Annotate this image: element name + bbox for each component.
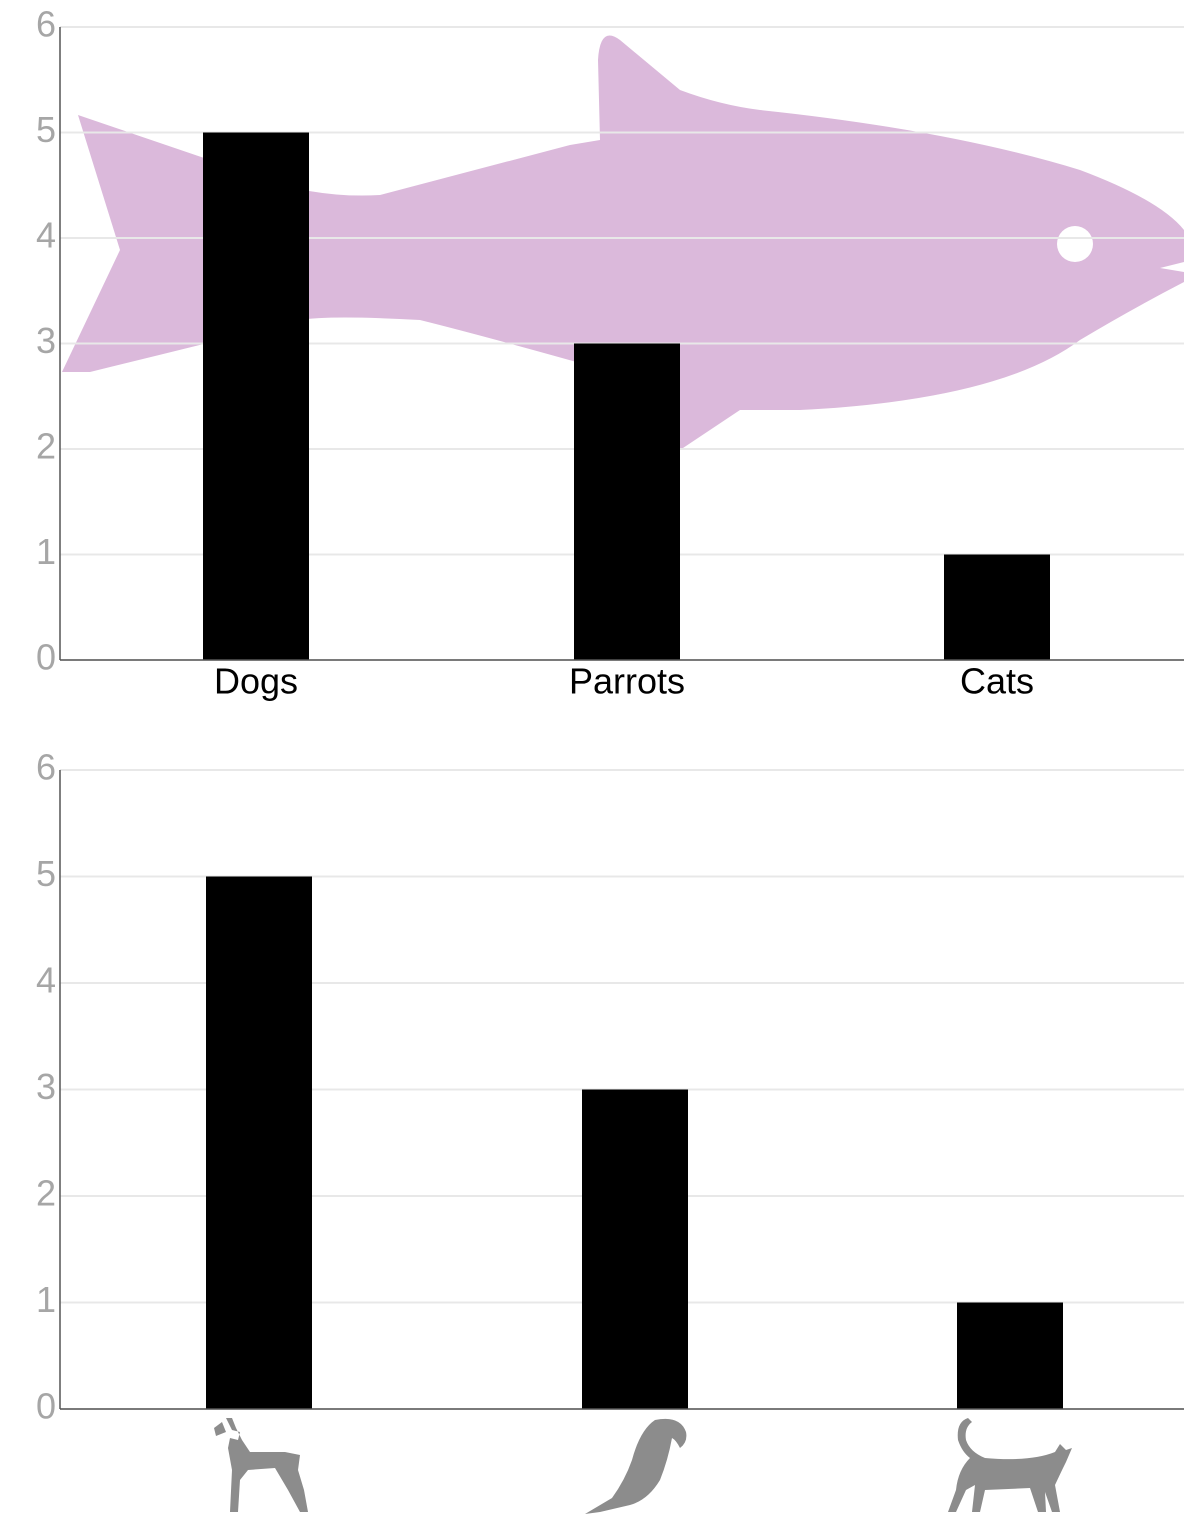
animal-icons [214,1418,1072,1514]
parrot-icon [585,1418,687,1514]
bar [944,554,1050,660]
y-tick-label: 5 [36,853,56,894]
bar-chart: 0 1 2 3 4 5 6 [36,747,1184,1427]
y-tick-label: 2 [36,426,56,467]
y-tick-label: 5 [36,109,56,150]
x-tick-label: Dogs [214,661,298,702]
fish [62,35,1184,450]
y-tick-label: 3 [36,1066,56,1107]
y-tick-label: 0 [36,1386,56,1427]
bar [574,343,680,660]
y-tick-label: 3 [36,320,56,361]
bar [203,132,309,660]
y-tick-label: 2 [36,1173,56,1214]
y-tick-label: 6 [36,4,56,45]
y-tick-label: 6 [36,747,56,788]
y-tick-label: 4 [36,960,56,1001]
bar-chart: 0 1 2 3 4 5 6 Dogs Parrots Cats [36,4,1184,702]
cat-icon [948,1418,1072,1512]
y-tick-label: 0 [36,637,56,678]
y-tick-label: 1 [36,531,56,572]
y-tick-label: 4 [36,215,56,256]
bar [206,876,312,1409]
bar [582,1089,688,1409]
x-tick-label: Parrots [569,661,685,702]
fish-eye [1057,226,1093,262]
dog-icon [214,1418,308,1512]
x-tick-label: Cats [960,661,1034,702]
bar [957,1302,1063,1409]
y-tick-label: 1 [36,1279,56,1320]
fish-background [62,35,1184,450]
